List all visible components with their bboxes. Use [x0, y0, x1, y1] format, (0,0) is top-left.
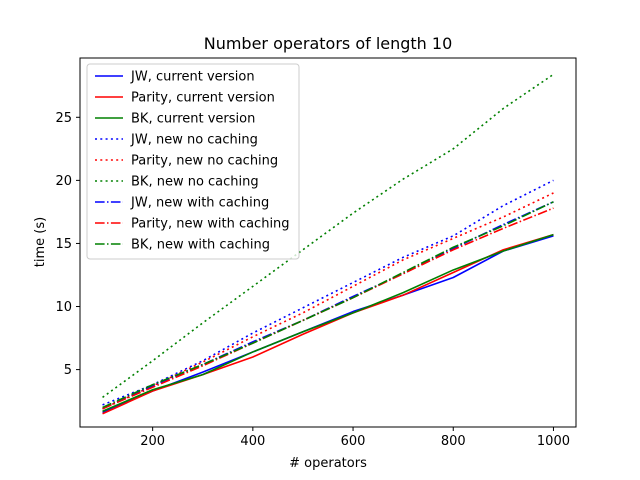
legend-label-3: BK, current version [131, 112, 255, 127]
y-tick-label: 10 [55, 300, 72, 315]
x-axis: 200 400 600 800 1000 [140, 427, 570, 449]
legend-label-9: BK, new with caching [131, 238, 270, 253]
chart-title: Number operators of length 10 [204, 34, 453, 53]
legend-box [86, 63, 300, 260]
legend: JW, current version Parity, current versi… [86, 63, 300, 260]
series-line-9 [102, 201, 554, 409]
axes-frame [79, 57, 577, 428]
y-axis-label: time (s) [33, 217, 48, 267]
x-axis-label: # operators [289, 456, 367, 471]
series-line-6 [102, 73, 554, 398]
y-tick-label: 20 [55, 174, 72, 189]
legend-label-4: JW, new no caching [130, 133, 258, 148]
series-line-3 [102, 233, 554, 412]
x-tick-label: 800 [441, 434, 466, 449]
x-tick-label: 600 [341, 434, 366, 449]
legend-label-6: BK, new no caching [131, 175, 259, 190]
y-axis: 5 10 15 20 25 [55, 111, 80, 378]
series-line-5 [102, 192, 554, 410]
x-tick-label: 200 [140, 434, 165, 449]
legend-label-5: Parity, new no caching [131, 154, 278, 169]
series-line-4 [102, 179, 554, 406]
x-tick-label: 1000 [537, 434, 570, 449]
y-tick-label: 15 [55, 237, 72, 252]
x-tick-label: 400 [240, 434, 265, 449]
legend-label-2: Parity, current version [131, 91, 275, 106]
series-layer [102, 73, 554, 415]
legend-label-8: Parity, new with caching [131, 217, 290, 232]
y-tick-label: 25 [55, 111, 72, 126]
legend-label-1: JW, current version [130, 70, 255, 85]
y-tick-label: 5 [64, 363, 72, 378]
legend-label-7: JW, new with caching [130, 196, 269, 211]
